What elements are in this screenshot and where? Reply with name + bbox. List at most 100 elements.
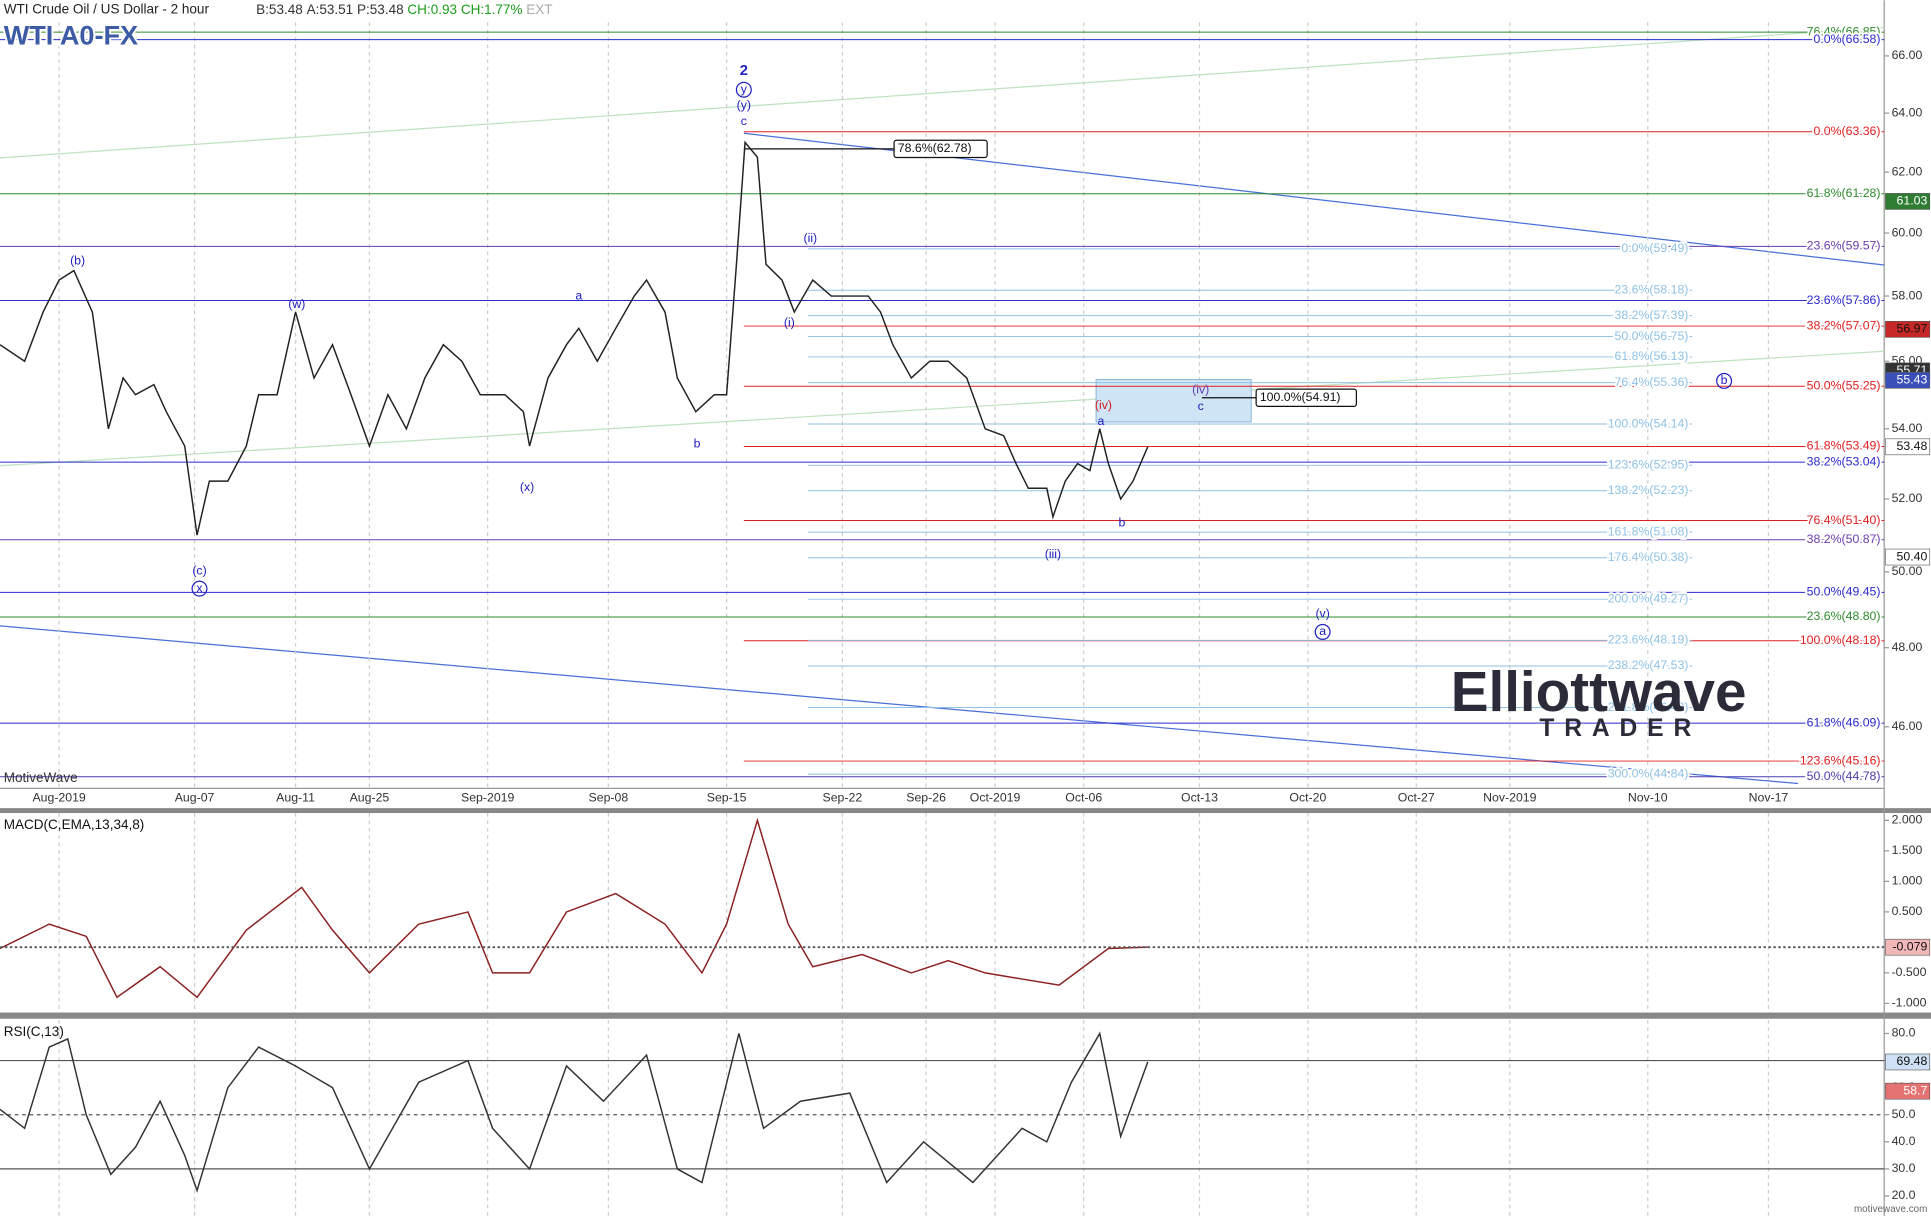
logo-part: Elliott bbox=[1451, 661, 1608, 724]
axis-marker bbox=[1885, 1053, 1931, 1071]
fib-label: 38.2%(50.87) bbox=[1807, 532, 1881, 546]
wave-label: b bbox=[1721, 373, 1728, 387]
axis-marker bbox=[1885, 193, 1931, 210]
x-tick-label: Oct-06 bbox=[1065, 791, 1102, 805]
axis-marker-label: 69.48 bbox=[1897, 1054, 1928, 1068]
wave-label: (x) bbox=[520, 480, 534, 494]
x-tick-label: Nov-2019 bbox=[1483, 791, 1536, 805]
wave-label: (iv) bbox=[1095, 398, 1112, 412]
fib-label: 61.8%(56.13) bbox=[1615, 349, 1689, 363]
y-tick-label: 48.00 bbox=[1892, 640, 1923, 654]
wave-label: (c) bbox=[192, 563, 206, 577]
wave-label: (y) bbox=[737, 98, 751, 112]
axis-marker bbox=[1885, 548, 1931, 566]
y-tick-label: -1.000 bbox=[1892, 996, 1927, 1010]
box-label: 100.0%(54.91) bbox=[1260, 390, 1341, 404]
fib-label: 61.8%(61.28) bbox=[1807, 186, 1881, 200]
fib-label: 0.0%(66.58) bbox=[1814, 32, 1881, 46]
fib-label: 0.0%(63.36) bbox=[1814, 124, 1881, 138]
plot-layer: Aug-2019 Aug-07 Aug-11 Aug-25 Sep-2019 Sep-08… bbox=[0, 22, 1931, 1216]
wave-label: (v) bbox=[1315, 607, 1329, 621]
watermark: MotiveWave bbox=[4, 770, 78, 785]
axis-marker-label: 53.48 bbox=[1897, 439, 1928, 453]
axis-marker bbox=[1885, 321, 1931, 338]
fib-label: 50.0%(49.45) bbox=[1807, 585, 1881, 599]
quote: A:53.51 bbox=[307, 2, 354, 17]
fib-label: 23.6%(58.18) bbox=[1615, 283, 1689, 297]
fib-label: 61.8%(46.09) bbox=[1807, 715, 1881, 729]
x-tick-label: Sep-15 bbox=[707, 791, 747, 805]
y-tick-label: 54.00 bbox=[1892, 421, 1923, 435]
fib-label: 50.0%(55.25) bbox=[1807, 379, 1881, 393]
fib-label: 100.0%(54.14) bbox=[1608, 416, 1689, 430]
y-tick-label: 40.0 bbox=[1892, 1134, 1916, 1148]
fib-label: 50.0%(44.78) bbox=[1807, 769, 1881, 783]
wave-circle bbox=[1716, 372, 1733, 389]
wave-label: (b) bbox=[70, 253, 85, 267]
fib-label: 261.8%(46.48) bbox=[1608, 700, 1689, 714]
header-quotes: B:53.48 A:53.51 P:53.48 CH:0.93 CH:1.77%… bbox=[256, 2, 552, 17]
quote: B:53.48 bbox=[256, 2, 303, 17]
quote: P:53.48 bbox=[357, 2, 404, 17]
fib-label: 76.4%(51.40) bbox=[1807, 513, 1881, 527]
series-line bbox=[0, 1031, 1149, 1193]
panel-title: RSI(C,13) bbox=[4, 1024, 64, 1039]
fib-label: 0.0%(59.49) bbox=[1621, 241, 1688, 255]
fib-label: 100.0%(48.18) bbox=[1800, 633, 1881, 647]
footer: motivewave.com bbox=[1854, 1204, 1927, 1215]
panel-separator bbox=[0, 808, 1931, 814]
axis-marker-label: 56.97 bbox=[1897, 322, 1928, 336]
x-tick-label: Sep-26 bbox=[906, 791, 946, 805]
trend-line bbox=[0, 625, 1799, 785]
quote: CH:0.93 bbox=[407, 2, 457, 17]
x-tick-label: Aug-2019 bbox=[32, 791, 85, 805]
axis-marker-label: 55.43 bbox=[1897, 373, 1928, 387]
y-tick-label: 0.500 bbox=[1892, 904, 1923, 918]
y-tick-label: 66.00 bbox=[1892, 48, 1923, 62]
panel-separator bbox=[0, 1012, 1931, 1019]
wave-label: c bbox=[1198, 399, 1204, 413]
x-tick-label: Oct-2019 bbox=[970, 791, 1021, 805]
y-tick-label: 64.00 bbox=[1892, 105, 1923, 119]
y-tick-label: 2.000 bbox=[1892, 813, 1923, 827]
wave-label: c bbox=[741, 114, 747, 128]
wave-circle bbox=[191, 580, 208, 597]
wave-label: b bbox=[694, 436, 701, 450]
header-title: WTI Crude Oil / US Dollar - 2 hour bbox=[4, 2, 210, 17]
x-tick-label: Aug-11 bbox=[276, 791, 315, 805]
wave-label: (iii) bbox=[1045, 547, 1061, 561]
logo-sub: TRADER bbox=[1539, 715, 1701, 742]
y-tick-label: 30.0 bbox=[1892, 1161, 1916, 1175]
axis-marker-label: 61.03 bbox=[1897, 194, 1928, 208]
wave-circle bbox=[735, 81, 752, 98]
wave-label: b bbox=[1118, 516, 1125, 530]
logo-word: Elliottwave bbox=[1451, 661, 1747, 724]
fib-label: 123.6%(45.16) bbox=[1800, 753, 1881, 767]
y-tick-label: 1.000 bbox=[1892, 874, 1923, 888]
fib-label: 76.4%(55.36) bbox=[1615, 375, 1689, 389]
wave-label: (w) bbox=[288, 297, 305, 311]
trend-line bbox=[0, 350, 1885, 467]
y-tick-label: 50.00 bbox=[1892, 564, 1923, 578]
y-tick-label: 50.0 bbox=[1892, 1107, 1916, 1121]
y-tick-label: 60.00 bbox=[1892, 225, 1923, 239]
wave-label: a bbox=[575, 289, 582, 303]
wave-label: (ii) bbox=[804, 231, 818, 245]
quote: EXT bbox=[526, 2, 552, 17]
series-line bbox=[0, 140, 1149, 536]
axis-marker-label: -0.079 bbox=[1892, 939, 1927, 953]
series-line bbox=[0, 817, 1148, 999]
fib-label: 23.6%(48.80) bbox=[1807, 609, 1881, 623]
y-tick-label: 20.0 bbox=[1892, 1188, 1916, 1202]
box-label: 78.6%(62.78) bbox=[898, 141, 972, 155]
x-tick-label: Aug-07 bbox=[175, 791, 215, 805]
fib-label: 38.2%(53.04) bbox=[1807, 454, 1881, 468]
fib-label: 138.2%(52.23) bbox=[1608, 483, 1689, 497]
fib-label: 300.0%(44.84) bbox=[1608, 767, 1689, 781]
y-tick-label: 1.500 bbox=[1892, 843, 1923, 857]
wave-label: y bbox=[741, 82, 748, 96]
quote: CH:1.77% bbox=[461, 2, 523, 17]
logo-part: wave bbox=[1607, 661, 1747, 724]
axis-marker-label: 58.7 bbox=[1903, 1083, 1927, 1097]
